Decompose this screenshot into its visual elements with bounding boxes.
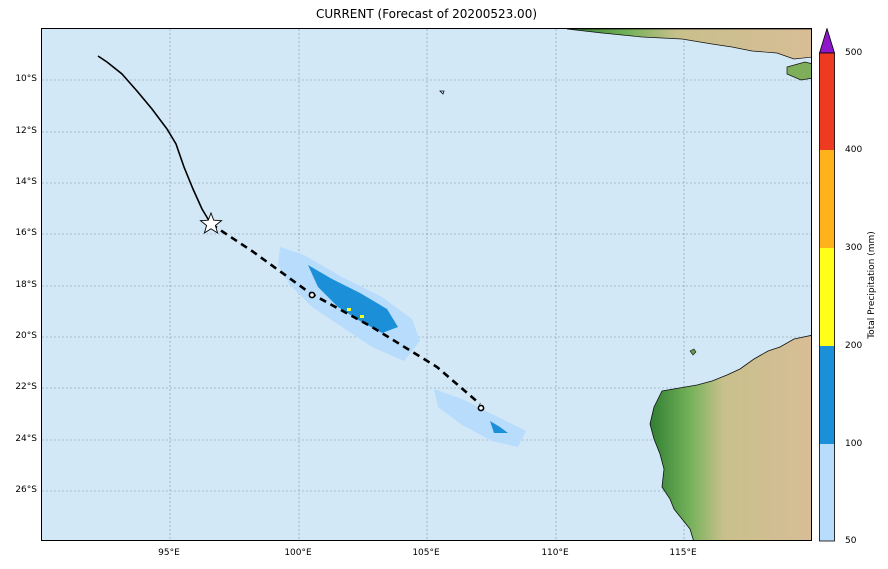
colorbar (819, 28, 835, 542)
forecast-position-2 (477, 404, 485, 412)
lon-label: 105°E (412, 548, 440, 558)
lat-label: 12°S (15, 126, 37, 136)
colorbar-100-200 (819, 346, 835, 444)
map-panel[interactable] (41, 28, 812, 541)
colorbar-tick: 400 (845, 145, 863, 155)
lat-label: 22°S (15, 382, 37, 392)
lat-label: 18°S (15, 280, 37, 290)
lon-label: 110°E (541, 548, 569, 558)
forecast-position-1 (308, 291, 316, 299)
observed-track (97, 55, 212, 225)
precip-100-200-a (308, 265, 398, 333)
island-barrow (689, 348, 697, 356)
colorbar-50-100 (819, 444, 835, 541)
colorbar-extend-arrow (819, 28, 835, 54)
colorbar-200-300 (819, 248, 835, 346)
precip-200-300-a (347, 308, 351, 311)
precip-100-200-b (490, 421, 508, 433)
lat-label: 10°S (15, 74, 37, 84)
precip-swath-main (278, 247, 420, 361)
map-canvas (42, 29, 811, 540)
map-title: CURRENT (Forecast of 20200523.00) (315, 7, 538, 21)
colorbar-400-500 (819, 53, 835, 150)
land-australia (649, 335, 811, 540)
land-lesser-sunda (786, 61, 811, 81)
lat-label: 16°S (15, 228, 37, 238)
current-position-star (199, 211, 223, 235)
lon-label: 115°E (669, 548, 697, 558)
lat-label: 26°S (15, 485, 37, 495)
forecast-track (210, 222, 481, 405)
lat-label: 14°S (15, 177, 37, 187)
precip-50-100-b (434, 389, 526, 447)
precip-swath-south (434, 389, 526, 447)
island-small (439, 90, 445, 95)
colorbar-tick: 200 (845, 341, 863, 351)
lon-label: 95°E (158, 548, 180, 558)
lat-label: 20°S (15, 331, 37, 341)
colorbar-300-400 (819, 150, 835, 248)
lon-label: 100°E (284, 548, 312, 558)
colorbar-tick: 50 (845, 536, 857, 546)
colorbar-tick: 500 (845, 48, 863, 58)
colorbar-frame (819, 52, 835, 542)
colorbar-tick: 300 (845, 243, 863, 253)
land-java (566, 29, 811, 60)
lat-label: 24°S (15, 434, 37, 444)
colorbar-label: Total Precipitation (mm) (867, 231, 877, 339)
colorbar-tick: 100 (845, 439, 863, 449)
precip-200-300-b (360, 315, 364, 318)
